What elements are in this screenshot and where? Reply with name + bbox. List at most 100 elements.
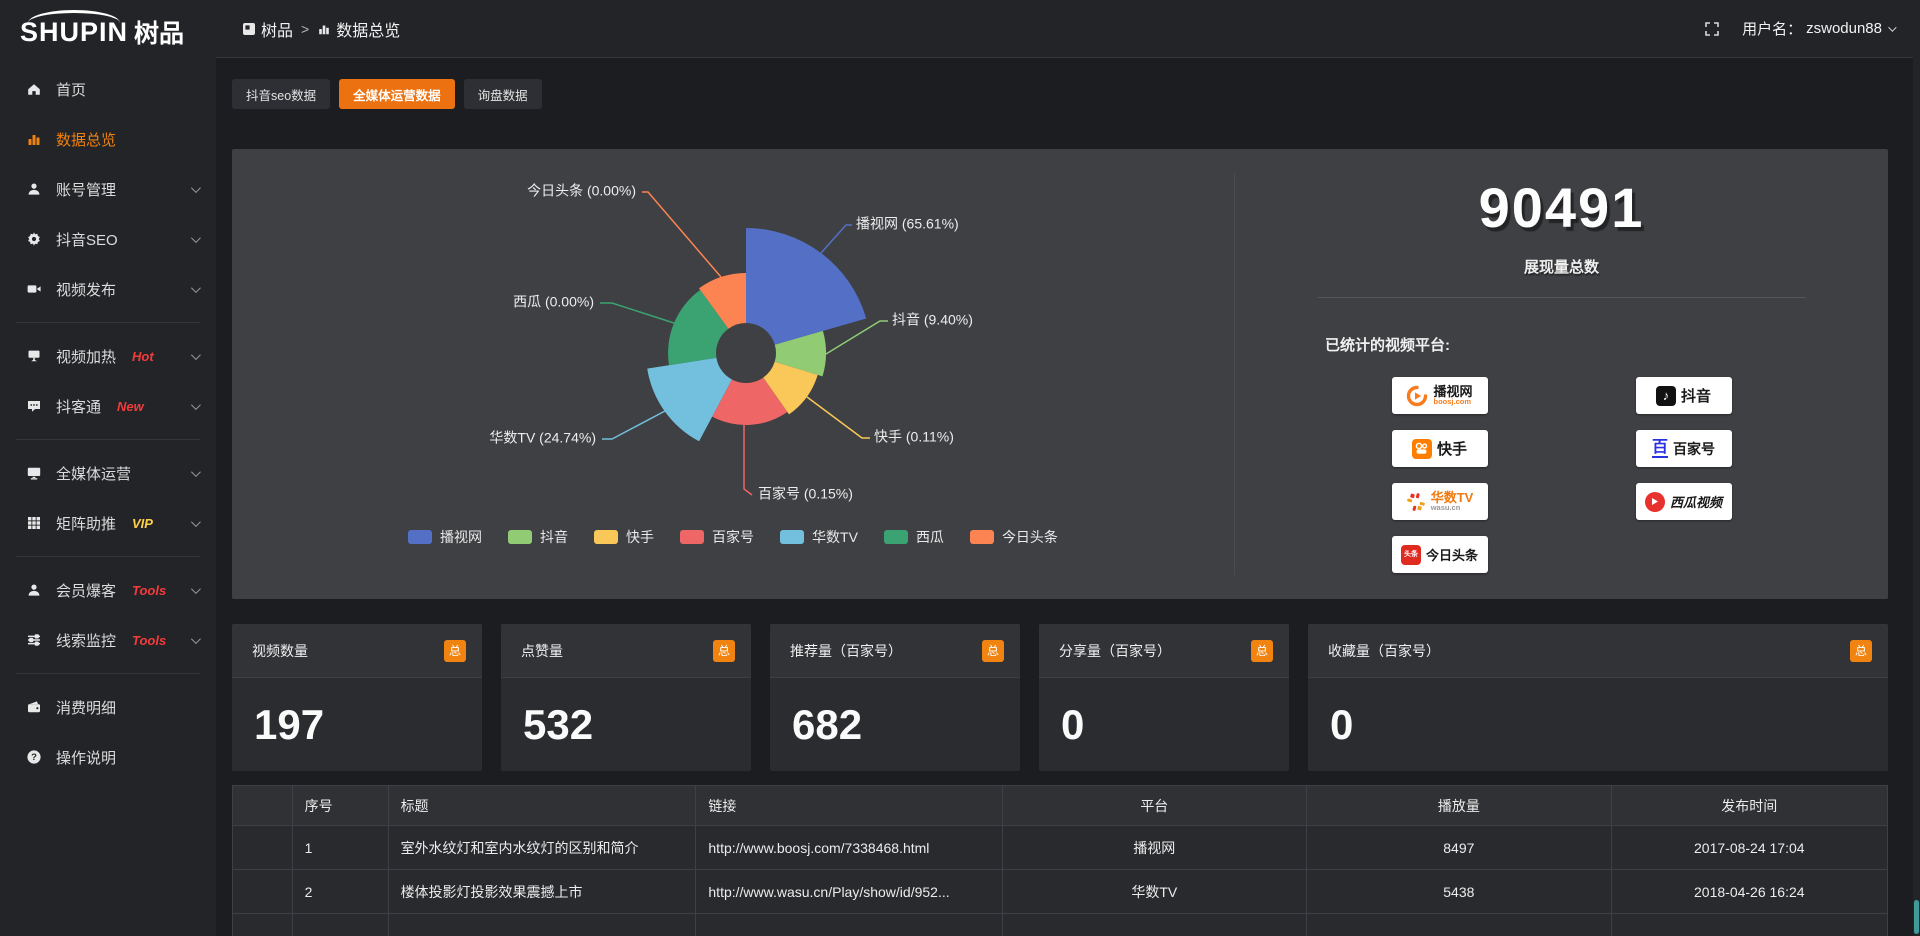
cell-link[interactable]: http://www.boosj.com/7338468.html bbox=[695, 825, 1003, 870]
user-icon bbox=[28, 183, 40, 195]
legend-swatch bbox=[594, 530, 619, 544]
chevron-down-icon bbox=[190, 282, 201, 293]
chevron-down-icon bbox=[190, 232, 201, 243]
stat-card-收藏量（百家号）: 收藏量（百家号） 总 0 bbox=[1308, 624, 1888, 771]
panel-divider bbox=[1234, 173, 1235, 575]
fullscreen-icon[interactable] bbox=[1704, 21, 1720, 37]
platform-badge-西瓜视频: 西瓜视频 bbox=[1635, 483, 1732, 520]
sidebar-item-label: 会员爆客 bbox=[56, 582, 117, 600]
cell-platform bbox=[1001, 913, 1308, 936]
pie-label-快手: 快手 (0.11%) bbox=[874, 429, 954, 445]
summary-divider bbox=[1317, 297, 1806, 298]
legend-item-西瓜[interactable]: 西瓜 bbox=[883, 527, 944, 547]
legend-item-华数TV[interactable]: 华数TV bbox=[780, 527, 858, 547]
total-badge: 总 bbox=[444, 639, 466, 662]
pie-label-line-快手 bbox=[806, 396, 870, 439]
pie-slice-播视网[interactable] bbox=[746, 227, 867, 345]
xigua-logo-icon bbox=[1644, 491, 1665, 512]
sidebar-item-account-manage[interactable]: 账号管理 bbox=[0, 164, 216, 214]
pie-slice-华数TV[interactable] bbox=[647, 357, 732, 442]
pie-slice-西瓜[interactable] bbox=[668, 289, 729, 366]
legend-item-播视网[interactable]: 播视网 bbox=[408, 527, 482, 547]
platforms-title: 已统计的视频平台: bbox=[1325, 337, 1450, 354]
tab-media-ops-data[interactable]: 全媒体运营数据 bbox=[339, 79, 455, 109]
platform-badge-华数TV: 华数TV wasu.cn bbox=[1391, 483, 1488, 520]
cell-platform: 播视网 bbox=[1001, 825, 1308, 870]
sidebar-divider bbox=[16, 556, 200, 557]
tab-douyin-seo-data[interactable]: 抖音seo数据 bbox=[232, 79, 331, 109]
sidebar-item-label: 抖客通 bbox=[56, 398, 102, 416]
sidebar-item-media-ops[interactable]: 全媒体运营 bbox=[0, 448, 216, 498]
sidebar-item-home[interactable]: 首页 bbox=[0, 64, 216, 114]
legend-label: 今日头条 bbox=[1001, 529, 1058, 545]
legend-label: 百家号 bbox=[712, 529, 755, 545]
logo-text-en: SHUPIN bbox=[20, 9, 129, 47]
tab-inquiry-data[interactable]: 询盘数据 bbox=[463, 79, 542, 109]
stat-card-label: 视频数量 bbox=[252, 642, 308, 659]
platforms-grid: 播视网 boosj.com ♪ 抖音 快手 百百家号 华数TV wasu.cn 西瓜视频 头条 今日… bbox=[1391, 377, 1732, 573]
cell-link[interactable]: http://www.wasu.cn/Play/show/id/952... bbox=[695, 869, 1003, 914]
sidebar-item-data-overview[interactable]: 数据总览 bbox=[0, 114, 216, 164]
sidebar-item-member-baoke[interactable]: 会员爆客 Tools bbox=[0, 565, 216, 615]
sidebar-item-clue-monitor[interactable]: 线索监控 Tools bbox=[0, 615, 216, 665]
chevron-down-icon bbox=[190, 516, 201, 527]
pie-label-line-华数TV bbox=[602, 410, 666, 440]
platform-badge-快手: 快手 bbox=[1391, 430, 1488, 467]
sidebar-item-help[interactable]: ? 操作说明 bbox=[0, 732, 216, 782]
sidebar-item-matrix-boost[interactable]: 矩阵助推 VIP bbox=[0, 498, 216, 548]
bar-chart-icon bbox=[28, 135, 40, 145]
legend-item-今日头条[interactable]: 今日头条 bbox=[969, 527, 1058, 547]
pie-label-line-今日头条 bbox=[642, 191, 722, 278]
sidebar-item-label: 操作说明 bbox=[56, 749, 117, 767]
legend-label: 播视网 bbox=[440, 529, 483, 545]
app-logo[interactable]: SHUPIN 树品 bbox=[0, 0, 216, 64]
sidebar-item-doukotong[interactable]: 抖客通 New bbox=[0, 381, 216, 431]
sidebar-item-badge: VIP bbox=[132, 515, 153, 531]
sidebar-item-consumption[interactable]: 消费明细 bbox=[0, 682, 216, 732]
topbar: 树品 > 数据总览 用户名： zswodun88 bbox=[216, 0, 1920, 58]
page-scrollbar[interactable] bbox=[1913, 0, 1920, 936]
cell-title[interactable]: 室外水纹灯和室内水纹灯的区别和简介 bbox=[387, 825, 697, 870]
sidebar-item-badge: New bbox=[117, 398, 144, 414]
stat-card-点赞量: 点赞量 总 532 bbox=[501, 624, 751, 771]
table-header-checkbox bbox=[232, 785, 293, 826]
pie-slice-百家号[interactable] bbox=[712, 377, 788, 426]
row-checkbox-cell bbox=[232, 825, 293, 870]
cell-title[interactable]: 楼体投影灯投影效果震撼上市 bbox=[387, 869, 697, 914]
pie-slice-快手[interactable] bbox=[763, 361, 818, 415]
legend-item-快手[interactable]: 快手 bbox=[594, 527, 654, 547]
monitor-icon bbox=[27, 467, 41, 480]
legend-label: 华数TV bbox=[812, 529, 858, 545]
sidebar-item-video-publish[interactable]: 视频发布 bbox=[0, 264, 216, 314]
rose-chart-svg: 播视网 (65.61%) 抖音 (9.40%) 快手 (0.11%) 百家号 (0.1… bbox=[489, 183, 973, 502]
pie-slice-今日头条[interactable] bbox=[699, 273, 746, 329]
stat-card-value: 0 bbox=[1330, 700, 1354, 748]
cell-title[interactable] bbox=[387, 913, 697, 936]
pie-slice-抖音[interactable] bbox=[774, 330, 827, 377]
row-checkbox-cell bbox=[232, 869, 293, 914]
breadcrumb-current: 数据总览 bbox=[317, 17, 400, 41]
pie-label-抖音: 抖音 (9.40%) bbox=[892, 312, 973, 328]
sidebar-divider bbox=[16, 673, 200, 674]
cell-link[interactable] bbox=[695, 913, 1003, 936]
main-content: 抖音seo数据 全媒体运营数据 询盘数据 播视网 (65.61%) 抖音 (9.40%… bbox=[216, 59, 1920, 936]
pie-label-line-西瓜 bbox=[600, 302, 675, 324]
legend-swatch bbox=[508, 530, 533, 544]
legend-swatch bbox=[780, 530, 805, 544]
scrollbar-thumb[interactable] bbox=[1914, 900, 1919, 934]
breadcrumb-root-label: 树品 bbox=[261, 22, 294, 40]
platform-badge-播视网: 播视网 boosj.com bbox=[1391, 377, 1488, 414]
breadcrumb-root[interactable]: 树品 bbox=[242, 17, 293, 41]
svg-text:?: ? bbox=[31, 752, 37, 763]
legend-item-百家号[interactable]: 百家号 bbox=[680, 527, 754, 547]
user-menu[interactable]: 用户名： zswodun88 bbox=[1742, 18, 1897, 39]
legend-swatch bbox=[680, 530, 705, 544]
sidebar-item-label: 账号管理 bbox=[56, 181, 117, 199]
legend-item-抖音[interactable]: 抖音 bbox=[508, 527, 568, 547]
stat-card-header: 分享量（百家号） 总 bbox=[1039, 624, 1289, 678]
stat-card-value: 0 bbox=[1061, 700, 1085, 748]
cell-num bbox=[291, 913, 389, 936]
legend-swatch bbox=[883, 530, 908, 544]
sidebar-item-video-heat[interactable]: 视频加热 Hot bbox=[0, 331, 216, 381]
sidebar-item-douyin-seo[interactable]: 抖音SEO bbox=[0, 214, 216, 264]
